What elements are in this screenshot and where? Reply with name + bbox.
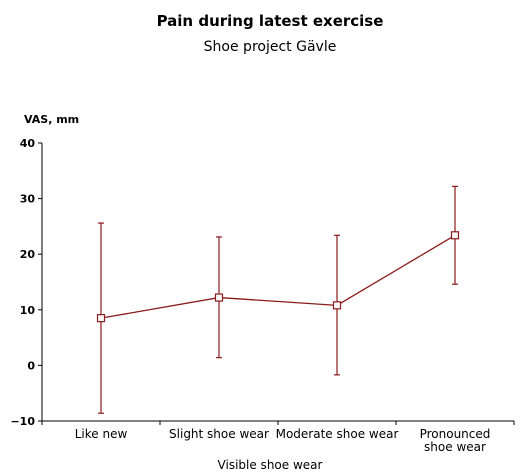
x-tick-label: Moderate shoe wear xyxy=(276,427,399,441)
y-tick-label: 40 xyxy=(20,137,36,150)
x-tick-label: Slight shoe wear xyxy=(169,427,269,441)
data-point xyxy=(96,314,106,323)
x-tick-label: Like new xyxy=(75,427,128,441)
y-tick-label: −10 xyxy=(10,415,35,428)
y-tick-label: 30 xyxy=(20,193,36,206)
y-tick-label: 20 xyxy=(20,248,36,261)
chart-subtitle: Shoe project Gävle xyxy=(204,39,337,55)
data-point xyxy=(214,293,224,302)
data-point xyxy=(332,301,342,310)
y-axis-label: VAS, mm xyxy=(24,113,79,126)
y-tick-label: 10 xyxy=(20,304,36,317)
x-tick-label: shoe wear xyxy=(424,440,486,454)
series-layer xyxy=(96,185,460,414)
axes: −10 0 10 20 30 40 Like new Slight shoe wear Mode… xyxy=(10,137,515,454)
data-point xyxy=(450,231,460,240)
x-tick-label: Pronounced xyxy=(420,427,491,441)
series-line xyxy=(100,234,456,319)
chart-title: Pain during latest exercise xyxy=(157,12,384,30)
x-axis-label: Visible shoe wear xyxy=(218,458,323,472)
y-tick-label: 0 xyxy=(27,359,35,372)
